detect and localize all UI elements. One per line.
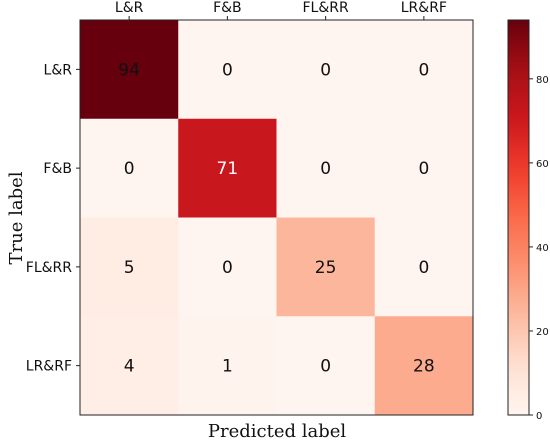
heatmap-cell [276,118,376,218]
cell-value-label: 94 [118,60,140,80]
heatmap-cell [80,20,179,120]
heatmap-cell-labels: 94 0 0 00 71 0 05 0 25 04 1 0 28 [118,60,434,376]
x-axis-ticks: L&R F&B FL&RR LR&RF [115,0,447,20]
heatmap-cell [374,217,474,317]
heatmap-cell [80,316,179,416]
heatmap-cell [276,217,376,317]
cell-value-label: 0 [320,357,331,377]
cell-value-label: 0 [222,258,233,278]
y-axis-title: True label [6,171,27,264]
x-axis-title: Predicted label [208,421,347,442]
y-tick-label: LR&RF [26,359,72,375]
cell-value-label: 4 [124,357,135,377]
colorbar-ticks: 0 20 40 60 80 [529,75,549,422]
y-tick-label: F&B [43,161,72,177]
x-tick-label: FL&RR [303,0,349,16]
y-tick-label: FL&RR [26,260,72,276]
x-tick-label: L&R [115,0,144,16]
heatmap-cell [178,118,277,218]
heatmap-cell [374,316,474,416]
heatmap-cell [178,20,277,120]
cell-value-label: 1 [222,357,233,377]
cell-value-label: 25 [315,258,337,278]
x-tick-label: LR&RF [401,0,447,16]
heatmap-cell [80,217,179,317]
cell-value-label: 0 [320,60,331,80]
heatmap-cell [374,118,474,218]
heatmap-cell [178,316,277,416]
cell-value-label: 0 [222,60,233,80]
cell-value-label: 0 [418,60,429,80]
heatmap-cell [178,217,277,317]
colorbar-tick-label: 0 [536,411,542,422]
cell-value-label: 0 [418,159,429,179]
heatmap-cell [374,20,474,120]
heatmap-cell [80,118,179,218]
heatmap-cells [80,20,474,416]
colorbar-tick-label: 20 [536,327,549,338]
y-tick-label: L&R [44,62,73,78]
colorbar-tick-label: 40 [536,243,549,254]
colorbar-tick-label: 80 [536,75,549,86]
heatmap-cell [276,20,376,120]
heatmap-cell [276,316,376,416]
cell-value-label: 0 [124,159,135,179]
cell-value-label: 28 [413,357,435,377]
cell-value-label: 0 [418,258,429,278]
cell-value-label: 71 [217,159,239,179]
x-tick-label: F&B [213,0,242,16]
y-axis-ticks: L&R F&B FL&RR LR&RF [26,62,80,375]
plot-frame [79,19,474,416]
cell-value-label: 5 [124,258,135,278]
colorbar-tick-label: 60 [536,159,549,170]
cell-value-label: 0 [320,159,331,179]
colorbar [507,19,530,416]
